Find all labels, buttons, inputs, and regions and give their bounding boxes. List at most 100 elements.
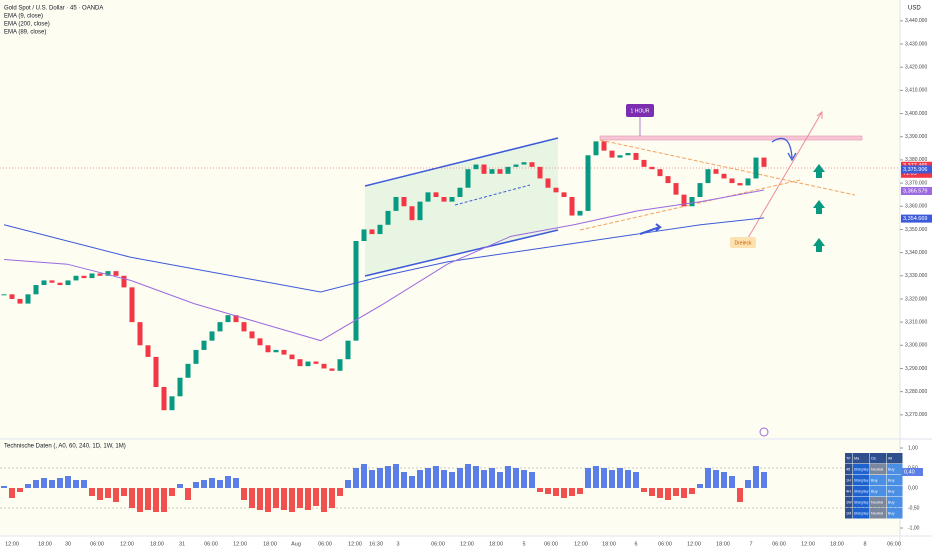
table-text: Strong Buy xyxy=(854,511,869,515)
candle xyxy=(289,354,295,360)
table-text: Buy xyxy=(888,490,895,494)
candle xyxy=(681,194,687,207)
candle xyxy=(257,338,263,346)
channel-top xyxy=(364,137,559,187)
table-text: Strong Buy xyxy=(854,489,869,493)
table-text: All xyxy=(888,457,892,461)
osc-bar xyxy=(281,488,287,510)
table-text: Buy xyxy=(871,490,878,494)
pattern-label: Dreieck xyxy=(735,240,752,246)
candle xyxy=(97,273,103,276)
table-cell xyxy=(845,486,853,497)
candle xyxy=(281,349,287,355)
candle xyxy=(465,169,471,188)
candle xyxy=(137,322,143,346)
osc-bar xyxy=(521,470,527,488)
table-cell xyxy=(887,453,903,464)
table-cell xyxy=(853,486,870,497)
table-text: 1M xyxy=(846,512,851,516)
time-label: 06:00 xyxy=(318,541,332,547)
candle xyxy=(457,187,463,197)
candle xyxy=(113,271,119,276)
osc-bar xyxy=(377,468,383,488)
candle xyxy=(449,196,455,202)
osc-bar xyxy=(561,488,567,498)
candle xyxy=(473,164,479,170)
candle xyxy=(369,229,375,235)
candle xyxy=(393,196,399,211)
table-cell xyxy=(853,497,870,508)
osc-bar xyxy=(41,478,47,488)
osc-bar xyxy=(345,480,351,488)
candle xyxy=(553,187,559,193)
osc-bar xyxy=(337,488,343,496)
osc-bar xyxy=(641,488,647,492)
candle xyxy=(753,157,759,179)
candle xyxy=(585,155,591,211)
table-cell xyxy=(853,464,870,475)
price-tag xyxy=(901,214,932,223)
price-tag xyxy=(901,187,932,196)
candle xyxy=(185,363,191,378)
candle xyxy=(321,363,327,369)
table-text: Strong Buy xyxy=(854,500,869,504)
osc-bar xyxy=(529,472,535,488)
time-label: 12:00 xyxy=(574,541,588,547)
curve-arrowhead xyxy=(787,152,797,162)
candle xyxy=(265,345,271,353)
candle xyxy=(1,294,7,296)
osc-bar xyxy=(609,470,615,488)
osc-bar xyxy=(105,488,111,498)
y-tick-label: 3,360.000 xyxy=(905,204,927,210)
candle xyxy=(641,159,647,167)
osc-bar xyxy=(89,488,95,496)
osc-bar xyxy=(1,486,7,488)
candle xyxy=(153,356,159,388)
time-label: 18:00 xyxy=(38,541,52,547)
osc-bar xyxy=(457,468,463,488)
table-cell xyxy=(870,453,887,464)
candle xyxy=(193,349,199,364)
time-label: 12:00 xyxy=(801,541,815,547)
table-cell xyxy=(870,508,887,519)
time-label: 06:00 xyxy=(887,541,901,547)
osc-bar xyxy=(681,488,687,498)
y-tick-label: 3,320.000 xyxy=(905,296,927,302)
y-tick-label: 3,270.000 xyxy=(905,412,927,418)
osc-bar xyxy=(753,466,759,488)
candle xyxy=(697,183,703,197)
osc-bar xyxy=(97,488,103,500)
osc-bar xyxy=(617,468,623,488)
osc-bar xyxy=(273,488,279,508)
table-text: 4H xyxy=(846,490,851,494)
table-text: Strong Buy xyxy=(854,478,869,482)
channel-mid xyxy=(454,184,531,206)
time-label: 06:00 xyxy=(772,541,786,547)
osc-bar xyxy=(721,472,727,488)
price-tag-label: 3,375.906 xyxy=(903,167,927,173)
candle xyxy=(505,166,511,174)
candle xyxy=(657,169,663,177)
time-label: 12:00 xyxy=(348,541,362,547)
candle xyxy=(201,340,207,350)
osc-bar xyxy=(193,482,199,488)
candle xyxy=(241,322,247,332)
candle xyxy=(617,155,623,158)
osc-bar xyxy=(209,478,215,488)
candle xyxy=(337,359,343,371)
candle xyxy=(409,206,415,221)
table-text: Neutral xyxy=(871,501,883,505)
candle xyxy=(401,196,407,207)
osc-bar xyxy=(585,468,591,488)
candle xyxy=(601,141,607,151)
table-cell xyxy=(870,475,887,486)
osc-bar xyxy=(713,470,719,488)
candle xyxy=(345,340,351,360)
y-tick-label: 3,350.000 xyxy=(905,227,927,233)
time-label: 06:00 xyxy=(544,541,558,547)
osc-bar xyxy=(129,488,135,508)
event-icon[interactable] xyxy=(759,427,769,437)
candle xyxy=(441,196,447,202)
timeframe-box xyxy=(626,104,654,117)
